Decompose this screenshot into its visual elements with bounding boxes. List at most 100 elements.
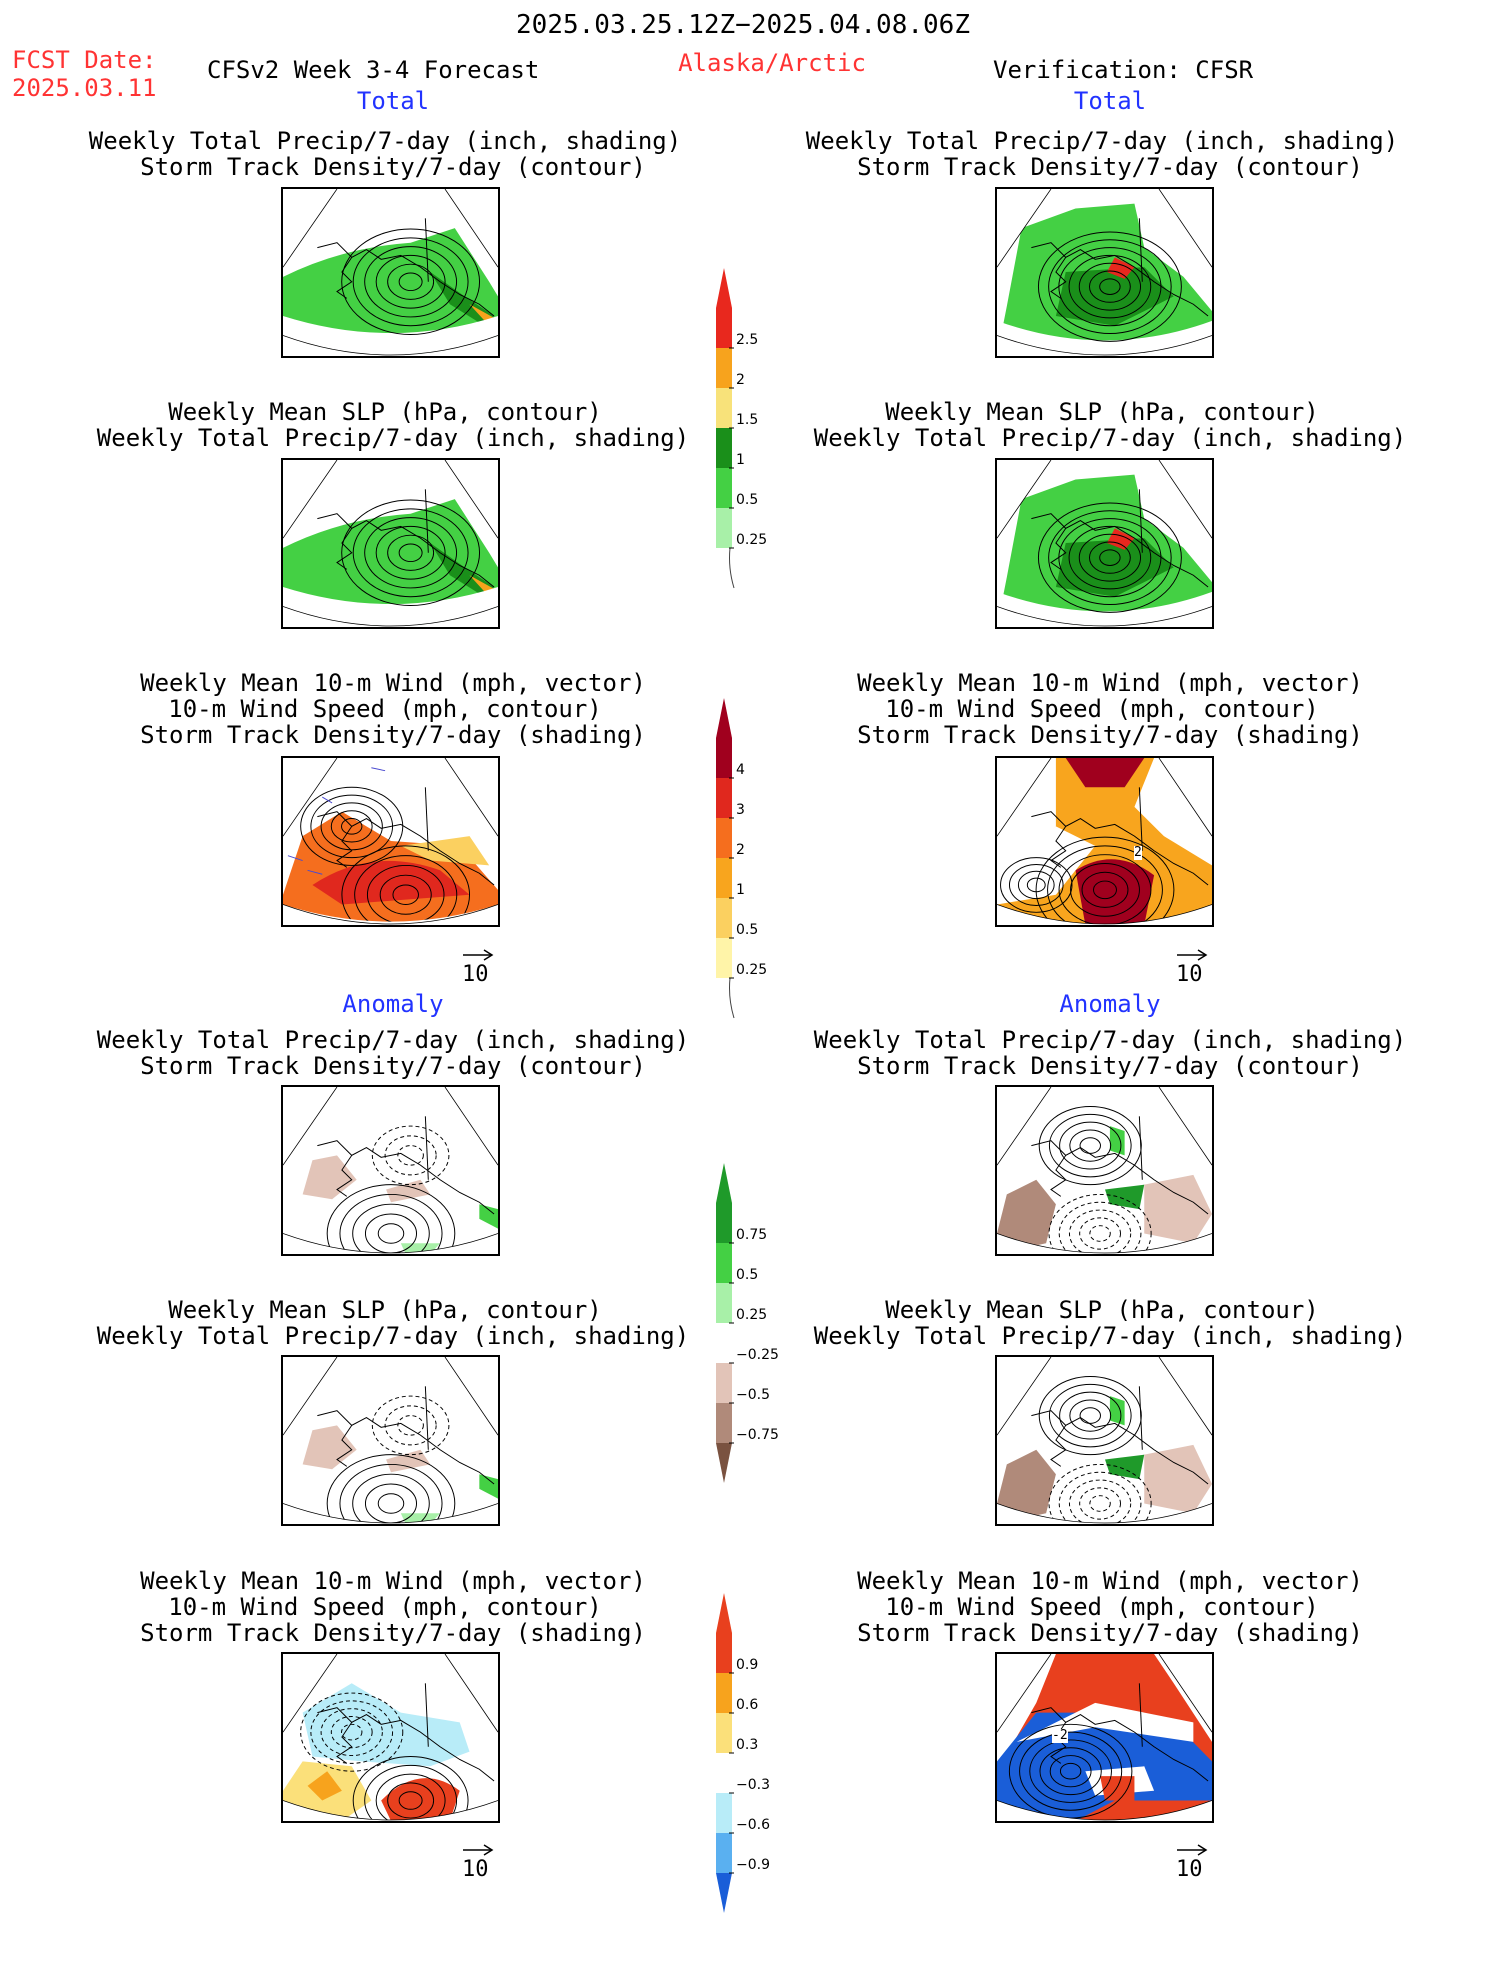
colorbar-tail xyxy=(729,547,735,589)
panel-title-line: Weekly Mean SLP (hPa, contour) xyxy=(885,1296,1319,1324)
colorbar-segment xyxy=(716,348,732,388)
panel-title-line: Storm Track Density/7-day (shading) xyxy=(140,1619,646,1647)
colorbar-segment xyxy=(716,1243,732,1283)
panel-title-line: Storm Track Density/7-day (shading) xyxy=(140,721,646,749)
contour-line xyxy=(1069,1399,1112,1432)
contour-line xyxy=(320,802,383,851)
vector-reference-value: 10 xyxy=(1176,962,1203,987)
panel-title-line: Weekly Total Precip/7-day (inch, shading… xyxy=(813,1322,1407,1350)
border-line xyxy=(424,1116,429,1180)
panel-title-line: Weekly Mean SLP (hPa, contour) xyxy=(885,398,1319,426)
storm-shading xyxy=(997,1712,1212,1821)
contour-line xyxy=(379,874,432,915)
section-anomaly-right: Anomaly xyxy=(1059,990,1161,1018)
colorbar-segment xyxy=(716,1753,732,1793)
colorbar-svg: 0.75 0.5 0.25 −0.25 −0.5 −0.75 xyxy=(716,1163,779,1483)
map-canvas xyxy=(997,758,1212,925)
contour-line xyxy=(1049,1755,1092,1788)
map-canvas xyxy=(997,1357,1212,1524)
contour-line xyxy=(352,508,469,598)
colorbar-precip-anom: 0.75 0.5 0.25 −0.25 −0.5 −0.75 xyxy=(716,1163,779,1537)
coastline xyxy=(317,1140,495,1215)
contour-line xyxy=(364,1483,418,1524)
contour-line xyxy=(398,1791,423,1810)
contour-line xyxy=(339,1463,443,1524)
contour-line xyxy=(1019,1731,1123,1811)
colorbar-segment xyxy=(716,1633,732,1673)
colorbar-tick-label: 0.25 xyxy=(736,1307,767,1323)
colorbar-tick-label: 4 xyxy=(736,762,745,778)
map-mask xyxy=(997,320,1212,356)
vector-reference: 10 xyxy=(1176,948,1208,987)
border-line xyxy=(424,1386,429,1450)
map-canvas xyxy=(283,1357,498,1524)
border-line xyxy=(424,787,429,851)
contour-line xyxy=(1048,239,1172,335)
contour-line xyxy=(375,254,446,309)
colorbar-tick-label: 2.5 xyxy=(736,332,758,348)
contour-line xyxy=(1089,1495,1111,1512)
panel-title-line: Storm Track Density/7-day (contour) xyxy=(140,1052,646,1080)
precip-shading xyxy=(1106,257,1135,279)
colorbar-svg: 0.9 0.6 0.3 −0.3 −0.6 −0.9 xyxy=(716,1593,770,1913)
coastline xyxy=(1050,528,1067,570)
colorbar-segment xyxy=(716,858,732,898)
contour-line xyxy=(371,1395,450,1456)
coastline xyxy=(336,257,353,299)
contour-line xyxy=(1038,1106,1142,1186)
anom-shading xyxy=(302,1425,357,1470)
coastline xyxy=(1031,1140,1209,1215)
fcst-date-value: 2025.03.11 xyxy=(12,74,157,102)
contour-line xyxy=(341,1723,363,1741)
contour-line xyxy=(1079,1217,1121,1250)
panel-title-line: Weekly Total Precip/7-day (inch, shading… xyxy=(96,1026,690,1054)
contour-line xyxy=(397,1415,424,1436)
map-mask xyxy=(283,586,498,627)
map-domain-edge xyxy=(997,1087,1212,1254)
anom-shading xyxy=(386,1179,431,1203)
contour-line xyxy=(371,1125,450,1186)
contour-line xyxy=(1099,278,1121,295)
contour-line xyxy=(1079,1407,1101,1424)
panel-title-line: Storm Track Density/7-day (contour) xyxy=(857,1052,1363,1080)
anom-shading xyxy=(479,1474,498,1499)
contour-line xyxy=(1047,845,1163,925)
colorbar-tick-label: 0.5 xyxy=(736,492,758,508)
colorbar-tick-label: −0.9 xyxy=(736,1857,770,1873)
colorbar-svg: 4 3 2 1 0.5 0.25 xyxy=(716,698,767,1019)
vector-reference: 10 xyxy=(1176,1843,1208,1882)
panel-title-line: Weekly Mean 10-m Wind (mph, vector) xyxy=(857,669,1363,697)
storm-shading xyxy=(381,1778,460,1821)
contour-line xyxy=(377,1223,405,1244)
map-contour-label: -2 xyxy=(1052,1728,1068,1743)
contour-line xyxy=(1048,1113,1132,1178)
contour-line xyxy=(1008,863,1064,906)
arrow-right-icon xyxy=(463,949,494,961)
contour-line xyxy=(326,1184,456,1254)
contour-line xyxy=(1059,1391,1122,1440)
panel-title-line: 10-m Wind Speed (mph, contour) xyxy=(885,695,1319,723)
map-canvas xyxy=(283,189,498,356)
colorbar-segment xyxy=(716,1713,732,1753)
map-canvas xyxy=(283,758,498,925)
contour-line xyxy=(1093,880,1117,900)
contour-line xyxy=(1068,254,1152,319)
contour-line xyxy=(1037,231,1182,342)
colorbar-tick-label: 2 xyxy=(736,372,745,388)
map-contour-label: 2 xyxy=(1134,845,1142,860)
coastline xyxy=(336,826,353,868)
colorbar-tick-label: 2 xyxy=(736,842,745,858)
map-obs-total-slp xyxy=(995,458,1214,629)
contour-line xyxy=(398,272,423,292)
contour-line xyxy=(1048,510,1172,606)
storm-shading xyxy=(307,1771,342,1801)
contour-line xyxy=(1058,854,1152,925)
contour-line xyxy=(1048,1193,1152,1254)
contour-line xyxy=(1081,871,1129,908)
contour-line xyxy=(1099,549,1121,566)
coastline xyxy=(317,1707,495,1782)
contour-line xyxy=(392,884,419,905)
colorbar-tick-label: 1.5 xyxy=(736,412,758,428)
colorbar-tick-label: 0.75 xyxy=(736,1227,767,1243)
verification-title: Verification: CFSR xyxy=(993,56,1254,84)
